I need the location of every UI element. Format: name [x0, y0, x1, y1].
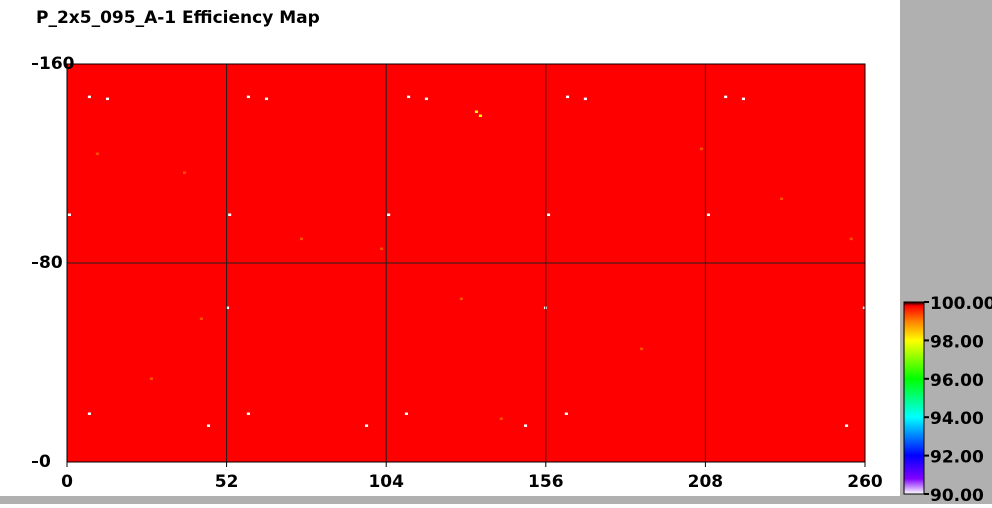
heatmap-cell [741, 97, 745, 101]
heatmap-cell [228, 213, 232, 216]
chart-title: P_2x5_095_A-1 Efficiency Map [36, 8, 320, 28]
colorbar-tick-label: 94.00 [930, 409, 984, 429]
heatmap-cell [699, 147, 703, 151]
heatmap-cell [105, 97, 110, 101]
bottom-strip [0, 496, 900, 504]
y-tick-label: 160 [39, 54, 75, 74]
heatmap-cell [264, 97, 269, 101]
heatmap-cell [845, 424, 849, 427]
x-tick-label: 0 [61, 472, 73, 492]
y-tick-label: 80 [39, 253, 63, 273]
x-tick-label: 260 [847, 472, 883, 492]
heatmap-cell [225, 306, 230, 310]
heatmap-cell [365, 424, 369, 427]
heatmap-cell [849, 237, 853, 241]
heatmap-cell [474, 110, 478, 114]
x-tick-label: 208 [688, 472, 724, 492]
heatmap-cell [478, 114, 482, 117]
heatmap-cell [246, 95, 250, 99]
colorbar-tick-label: 90.00 [930, 486, 984, 504]
colorbar-tick-label: 92.00 [930, 448, 984, 468]
heatmap-cell [246, 412, 250, 415]
heatmap-cell [424, 97, 428, 101]
heatmap-cell [149, 377, 153, 380]
x-tick-label: 104 [368, 472, 404, 492]
heatmap-cell [67, 213, 71, 216]
heatmap-cell [583, 97, 587, 101]
heatmap-cell [387, 213, 391, 216]
x-tick-label: 156 [528, 472, 564, 492]
heatmap-cell [706, 213, 711, 216]
heatmap-cell [724, 95, 728, 99]
heatmap-cell [183, 171, 187, 174]
plot-border [66, 63, 866, 463]
heatmap-cell [564, 412, 568, 415]
heatmap-cell [640, 347, 644, 351]
colorbar-tick-label: 98.00 [930, 332, 984, 352]
heatmap-cell [404, 412, 408, 415]
heatmap-cell [862, 306, 866, 310]
heatmap-cell [380, 247, 384, 251]
heatmap-cell [499, 417, 503, 420]
heatmap-cell [87, 95, 91, 99]
colorbar [903, 301, 925, 495]
heatmap-cell [206, 424, 211, 427]
y-tick-label: 0 [39, 452, 51, 472]
heatmap-cell [95, 152, 99, 156]
heatmap-cell [199, 317, 203, 320]
heatmap-cell [547, 213, 551, 216]
heatmap-cell [779, 197, 784, 201]
heatmap-cell [299, 237, 304, 241]
x-tick-label: 52 [215, 472, 239, 492]
heatmap-cell [524, 424, 528, 427]
heatmap-cell [566, 95, 570, 99]
heatmap-cell [87, 412, 91, 415]
colorbar-tick-label: 96.00 [930, 371, 984, 391]
heatmap-cell [459, 297, 463, 301]
colorbar-tick-label: 100.00 [930, 294, 992, 314]
heatmap-cell [407, 95, 411, 99]
